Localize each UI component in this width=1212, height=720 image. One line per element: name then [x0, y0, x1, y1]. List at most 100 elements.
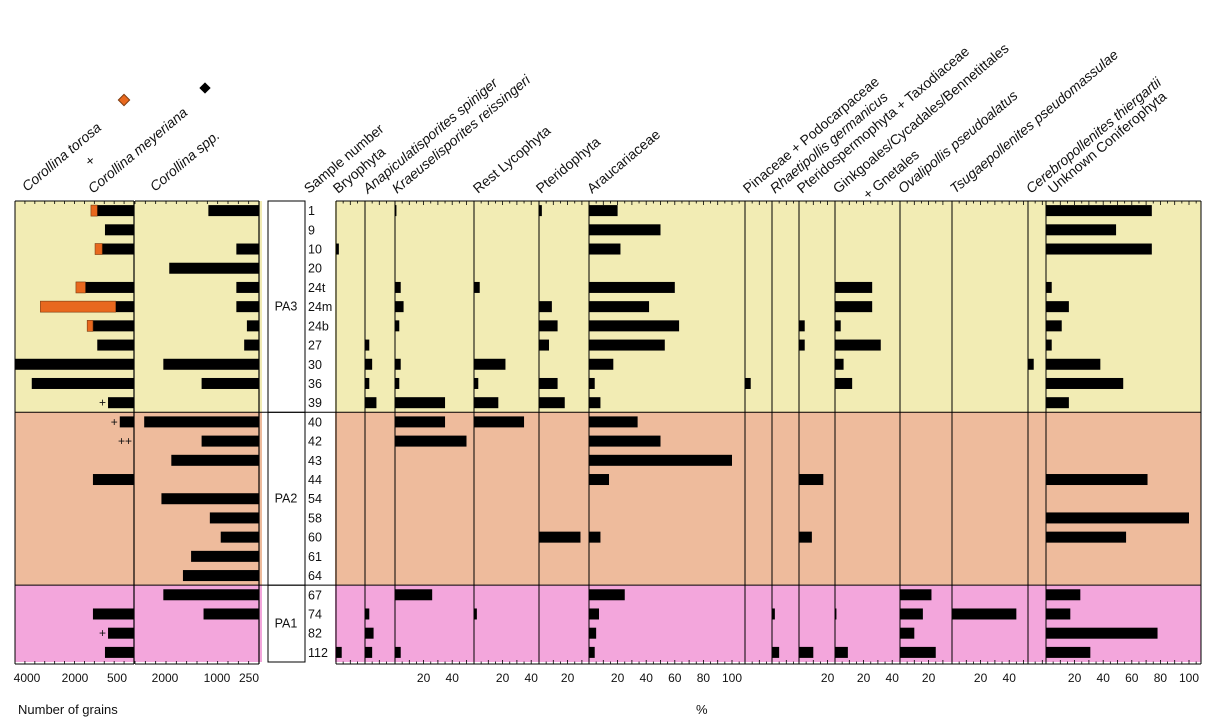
bar-percent: [365, 358, 373, 370]
bar-corollina-spp: [236, 281, 259, 293]
percent-tick-label: 20: [974, 671, 988, 685]
percent-tick-label: 100: [722, 671, 742, 685]
bar-percent: [900, 646, 936, 658]
bar-percent: [1046, 301, 1069, 313]
bar-percent: [539, 301, 552, 313]
bar-percent: [772, 608, 775, 620]
header-taxon: Cerebropollenites thiergartii: [1023, 73, 1165, 196]
axis-ticks: [14, 201, 1197, 664]
bar-percent: [474, 281, 480, 293]
grain-tick-label: 2000: [62, 671, 89, 685]
bar-percent: [835, 301, 873, 313]
bar-percent: [589, 205, 618, 217]
bar-percent: [1028, 358, 1034, 370]
bar-corollina-meyeriana: [108, 397, 134, 409]
bar-corollina-meyeriana: [92, 474, 134, 486]
sample-number: 20: [308, 262, 322, 276]
bar-percent: [395, 435, 467, 447]
bar-percent: [835, 608, 837, 620]
grain-tick-label: 4000: [14, 671, 41, 685]
sample-number: 61: [308, 550, 322, 564]
bar-percent: [1046, 243, 1152, 255]
bar-percent: [589, 416, 638, 428]
bar-corollina-spp: [163, 358, 259, 370]
bar-percent: [589, 397, 601, 409]
percent-tick-label: 20: [561, 671, 575, 685]
bar-corollina-spp: [171, 454, 259, 466]
bar-percent: [589, 474, 610, 486]
bar-percent: [1046, 512, 1189, 524]
bar-corollina-meyeriana: [92, 608, 134, 620]
bar-percent: [900, 589, 932, 601]
bar-percent: [589, 646, 595, 658]
bar-percent: [336, 646, 342, 658]
bar-percent: [395, 646, 401, 658]
percent-tick-label: 40: [886, 671, 900, 685]
header-corollina-meyeriana: Corollina meyeriana: [85, 104, 191, 196]
percent-tick-label: 20: [922, 671, 936, 685]
sample-number: 43: [308, 454, 322, 468]
bar-percent: [1046, 320, 1062, 332]
sample-number: 60: [308, 531, 322, 545]
bar-percent: [365, 627, 374, 639]
bar-percent: [474, 397, 499, 409]
bar-percent: [395, 301, 404, 313]
bar-percent: [1046, 474, 1148, 486]
bar-percent: [589, 589, 625, 601]
bar-corollina-spp: [209, 512, 259, 524]
bar-percent: [395, 397, 446, 409]
bar-percent: [539, 377, 558, 389]
sample-number: 36: [308, 377, 322, 391]
bar-percent: [539, 531, 581, 543]
bar-corollina-meyeriana: [15, 358, 134, 370]
sample-number: 1: [308, 204, 315, 218]
sample-number: 9: [308, 223, 315, 237]
percent-tick-label: 80: [1154, 671, 1168, 685]
sample-number: 40: [308, 415, 322, 429]
bar-percent: [539, 205, 542, 217]
percent-tick-label: 40: [1003, 671, 1017, 685]
bar-percent: [365, 377, 370, 389]
bar-percent: [474, 608, 477, 620]
bar-percent: [589, 377, 595, 389]
percent-tick-label: 40: [1097, 671, 1111, 685]
sample-number: 67: [308, 588, 322, 602]
bar-percent: [589, 320, 680, 332]
sample-column-gap: [262, 199, 335, 666]
bar-percent: [474, 358, 506, 370]
bar-percent: [589, 608, 600, 620]
bar-percent: [589, 224, 661, 236]
sample-number: 24b: [308, 319, 329, 333]
bar-percent: [539, 339, 550, 351]
bar-corollina-spp: [220, 531, 259, 543]
bar-percent: [1046, 589, 1081, 601]
bar-percent: [835, 358, 844, 370]
bar-corollina-spp: [236, 243, 259, 255]
bar-corollina-torosa: [94, 243, 103, 255]
bar-percent: [589, 339, 665, 351]
sample-number: 82: [308, 627, 322, 641]
header-plus: +: [82, 152, 99, 170]
percent-tick-label: 40: [640, 671, 654, 685]
grain-tick-label: 500: [107, 671, 127, 685]
bar-percent: [1046, 224, 1117, 236]
bar-corollina-meyeriana: [97, 339, 134, 351]
bar-percent: [799, 531, 812, 543]
bar-percent: [1046, 531, 1127, 543]
presence-mark: +: [99, 396, 106, 410]
sample-number: 74: [308, 607, 322, 621]
presence-mark: ++: [118, 434, 132, 448]
sample-number: 42: [308, 435, 322, 449]
bar-percent: [1046, 339, 1052, 351]
presence-mark: +: [99, 626, 106, 640]
bar-corollina-spp: [201, 377, 259, 389]
bar-percent: [835, 281, 873, 293]
legend-swatch-meyeriana: [199, 82, 211, 94]
sample-number: 54: [308, 492, 322, 506]
bar-percent: [474, 377, 479, 389]
bar-percent: [1046, 377, 1124, 389]
bar-percent: [365, 339, 370, 351]
bar-corollina-spp: [169, 262, 259, 274]
sample-number: 27: [308, 339, 322, 353]
sample-number: 30: [308, 358, 322, 372]
